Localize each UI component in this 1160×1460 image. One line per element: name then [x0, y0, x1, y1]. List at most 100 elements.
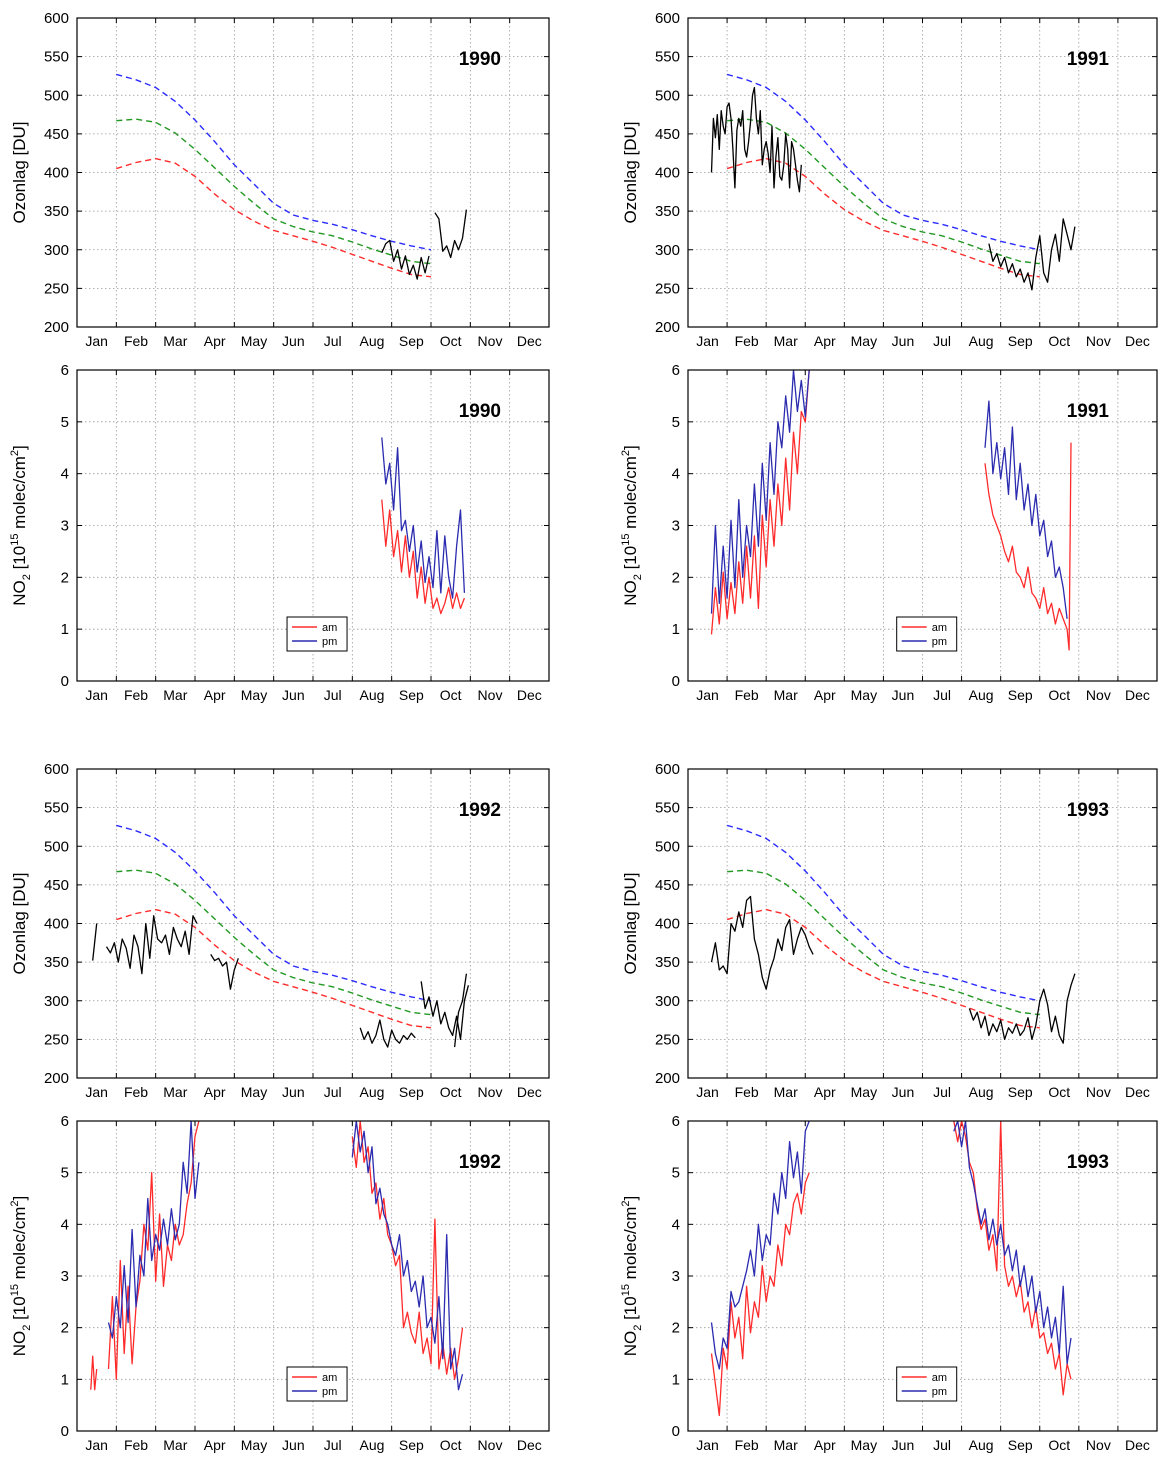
x-tick-label: Jul: [324, 1084, 342, 1100]
x-tick-label: Jun: [892, 1084, 915, 1100]
series-line-total-3: [359, 1019, 416, 1048]
x-tick-label: Feb: [124, 1084, 148, 1100]
panel-title: 1992: [459, 1152, 501, 1173]
y-tick-label: 500: [655, 87, 680, 104]
panel-oz1993: 200 250 300 350 400 450 500 550 600 Jan Feb Mar Apr M…: [621, 761, 1158, 1100]
series-line-am-2: [984, 442, 1072, 651]
x-tick-label: Jun: [282, 1437, 305, 1453]
y-tick-label: 5: [672, 414, 680, 431]
reference-curve-2: [726, 908, 1040, 1029]
y-axis-label: Ozonlag [DU]: [621, 872, 640, 974]
x-tick-label: May: [241, 687, 267, 703]
x-tick-label: Dec: [517, 333, 542, 349]
plot-frame: [76, 17, 550, 328]
y-tick-label: 550: [655, 49, 680, 66]
series-line-total-0: [92, 923, 98, 961]
y-tick-label: 500: [44, 838, 69, 855]
y-tick-label: 400: [655, 916, 680, 933]
y-tick-label: 6: [672, 362, 680, 379]
x-tick-label: Jan: [696, 687, 719, 703]
series-line-am-0: [710, 370, 810, 635]
y-tick-label: 450: [44, 877, 69, 894]
x-tick-label: Dec: [1125, 1084, 1150, 1100]
y-tick-label: 0: [672, 1423, 680, 1440]
series-line-total-2: [210, 954, 239, 990]
panel-oz1992: 200 250 300 350 400 450 500 550 600 Jan Feb Mar Apr M…: [10, 761, 550, 1100]
y-tick-label: 200: [44, 1070, 69, 1087]
x-tick-label: Jun: [282, 687, 305, 703]
y-tick-label: 4: [672, 466, 680, 483]
x-tick-label: Oct: [440, 1437, 462, 1453]
panel-title: 1991: [1067, 49, 1110, 70]
series-line-pm-1: [710, 370, 810, 614]
x-tick-label: Nov: [1086, 333, 1111, 349]
y-tick-label: 350: [44, 203, 69, 220]
x-tick-label: Sep: [399, 687, 424, 703]
x-tick-label: Jul: [324, 333, 342, 349]
y-tick-label: 1: [672, 621, 680, 638]
y-tick-label: 3: [672, 1268, 680, 1285]
panel-no1990: 0 1 2 3 4 5 6 Jan Feb Mar Apr May Jun Jul Aug Sep Oct Nov…: [9, 362, 550, 703]
series-line-pm-1: [381, 437, 466, 599]
y-tick-label: 4: [672, 1216, 680, 1233]
y-tick-label: 300: [44, 993, 69, 1010]
y-tick-label: 400: [44, 916, 69, 933]
legend-box: [286, 616, 348, 652]
x-tick-label: Dec: [1125, 1437, 1150, 1453]
x-tick-label: Sep: [399, 1084, 424, 1100]
y-tick-label: 5: [672, 1165, 680, 1182]
x-tick-label: Sep: [399, 1437, 424, 1453]
y-tick-label: 300: [655, 242, 680, 259]
series-line-pm-2: [107, 1121, 200, 1339]
y-tick-label: 600: [655, 761, 680, 778]
x-tick-label: May: [851, 1084, 877, 1100]
panel-oz1990: 200 250 300 350 400 450 500 550 600 Jan Feb Mar Apr M…: [10, 10, 550, 349]
x-tick-label: Jun: [892, 1437, 915, 1453]
x-tick-label: Sep: [399, 333, 424, 349]
x-tick-label: Jul: [324, 1437, 342, 1453]
x-tick-label: Oct: [440, 687, 462, 703]
x-tick-label: Jan: [696, 1437, 719, 1453]
x-tick-label: Mar: [163, 1084, 187, 1100]
x-tick-label: Nov: [478, 1084, 503, 1100]
plot-frame: [687, 1120, 1158, 1432]
x-tick-label: Jun: [282, 1084, 305, 1100]
y-tick-label: 5: [61, 1165, 69, 1182]
y-tick-label: 500: [44, 87, 69, 104]
x-tick-label: Apr: [204, 687, 226, 703]
series-line-am-0: [90, 1355, 98, 1391]
x-tick-label: Oct: [1048, 1084, 1070, 1100]
x-tick-label: Aug: [969, 1084, 994, 1100]
x-tick-label: Apr: [814, 687, 836, 703]
y-tick-label: 1: [61, 1371, 69, 1388]
legend-label-pm: pm: [932, 636, 947, 648]
y-tick-label: 3: [672, 518, 680, 535]
y-tick-label: 250: [44, 280, 69, 297]
x-tick-label: May: [241, 1084, 267, 1100]
legend-label-am: am: [932, 1372, 947, 1384]
x-tick-label: Nov: [1086, 687, 1111, 703]
x-tick-label: Mar: [774, 1437, 798, 1453]
x-tick-label: Sep: [1008, 1437, 1033, 1453]
panel-title: 1991: [1067, 401, 1110, 422]
y-tick-label: 600: [44, 761, 69, 778]
y-axis-label: Ozonlag [DU]: [621, 121, 640, 223]
x-tick-label: Sep: [1008, 1084, 1033, 1100]
y-tick-label: 400: [655, 165, 680, 182]
x-tick-label: Jul: [933, 333, 951, 349]
x-tick-label: Apr: [204, 333, 226, 349]
plot-frame: [687, 369, 1158, 682]
series-line-total-1: [968, 973, 1076, 1044]
series-line-am-0: [710, 1172, 810, 1417]
x-tick-label: Nov: [1086, 1084, 1111, 1100]
y-tick-label: 3: [61, 1268, 69, 1285]
panel-title: 1990: [459, 49, 501, 70]
plot-frame: [687, 17, 1158, 328]
y-tick-label: 350: [655, 954, 680, 971]
x-tick-label: Jan: [85, 687, 108, 703]
y-tick-label: 1: [672, 1371, 680, 1388]
y-tick-label: 550: [655, 800, 680, 817]
series-line-total-0: [710, 86, 802, 193]
y-axis-label: Ozonlag [DU]: [10, 872, 29, 974]
x-tick-label: Sep: [1008, 333, 1033, 349]
